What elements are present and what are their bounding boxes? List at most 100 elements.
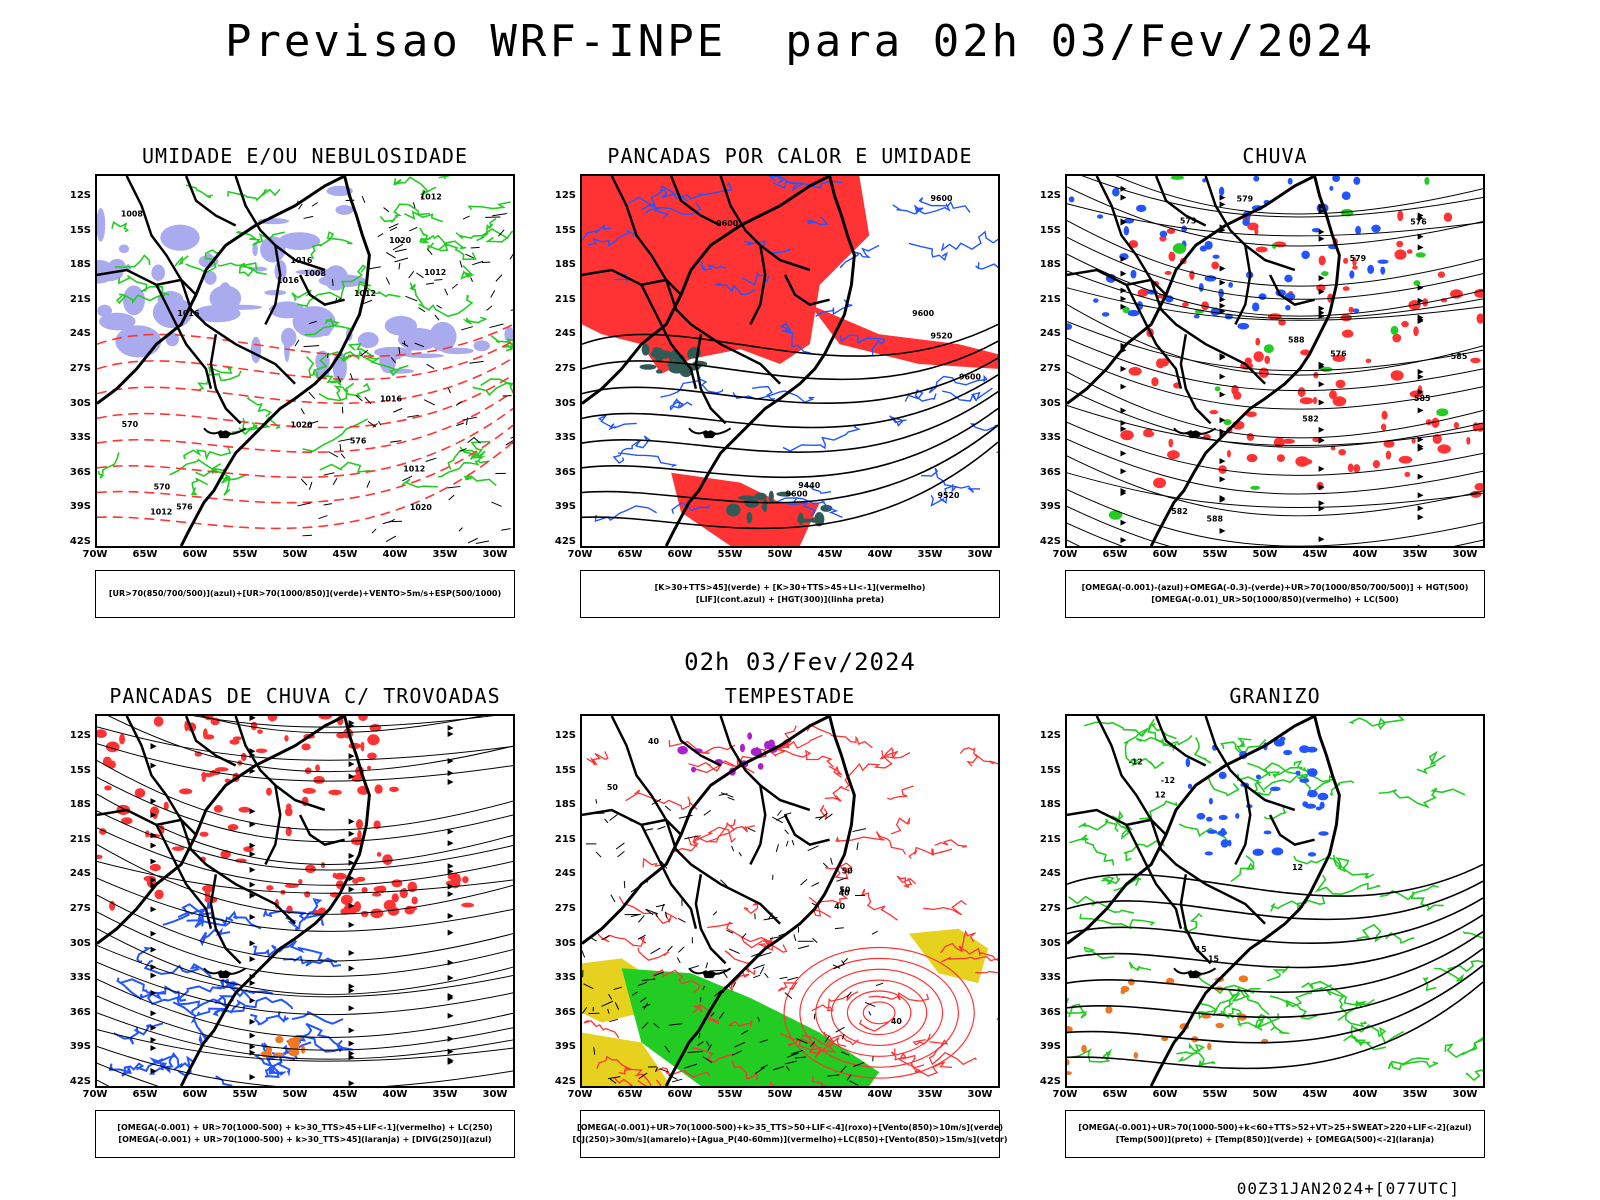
lat-tick-label: 39S [1039, 501, 1061, 513]
lat-tick-label: 42S [69, 1076, 91, 1087]
lat-tick-label: 27S [1039, 363, 1061, 374]
lon-tick-label: 65W [132, 1089, 158, 1100]
contour-label-0: 588 [1207, 515, 1224, 524]
lon-tick-label: 50W [282, 1089, 308, 1100]
lat-tick-label: 30S [1039, 937, 1061, 949]
lat-tick-label: 30S [69, 397, 91, 409]
lon-tick-label: 35W [917, 549, 943, 560]
map-umidade-e-ou-nebulosidade: 1012 1012 1012 1016 1016 1020 1012 1016 1008 1012… [97, 176, 513, 546]
hail-blue-fill [1185, 736, 1329, 857]
lon-tick-label: 35W [917, 1089, 943, 1100]
map-panel-umidade-e-ou-nebulosidade: 1012 1012 1012 1016 1016 1020 1012 1016 1008 1012… [95, 174, 515, 548]
lat-tick-label: 12S [554, 190, 576, 201]
lon-tick-label: 50W [767, 549, 793, 560]
contour-label-9: 1012 [420, 193, 442, 202]
run-stamp: 00Z31JAN2024+[077UTC] [1236, 1179, 1460, 1198]
contour-label-5: 15 [1208, 955, 1219, 964]
lat-tick-label: 36S [1039, 1006, 1061, 1018]
contour-label-4: 40 [839, 888, 851, 897]
rain-blue-fill [1067, 176, 1389, 330]
lon-tick-label: 65W [617, 1089, 643, 1100]
lat-tick-label: 27S [69, 903, 91, 914]
lon-tick-label: 70W [567, 1089, 593, 1100]
lat-tick-label: 33S [1039, 972, 1061, 984]
contour-label-2: 9600 [912, 309, 935, 318]
lon-tick-label: 35W [1402, 1089, 1428, 1100]
lat-tick-label: 42S [1039, 1076, 1061, 1087]
wind-vectors [294, 190, 513, 545]
contour-label-1: 585 [1414, 394, 1431, 403]
lon-tick-label: 60W [667, 1089, 693, 1100]
contour-label-2: 40 [834, 902, 846, 911]
mid-forecast-time: 02h 03/Fev/2024 [684, 648, 916, 676]
contour-label-0: 9600 [931, 194, 954, 203]
panel-title-tempestade: TEMPESTADE [724, 684, 856, 708]
contour-label-1: 50 [839, 885, 851, 894]
contour-label-0: 1012 [403, 464, 425, 473]
contour-label-3: 12 [1292, 863, 1303, 872]
lon-tick-label: 55W [1202, 549, 1228, 560]
lon-tick-label: 30W [967, 549, 993, 560]
lon-tick-label: 55W [717, 549, 743, 560]
main-title: Previsao WRF-INPE para 02h 03/Fev/2024 [224, 16, 1376, 67]
lon-tick-label: 40W [1352, 549, 1378, 560]
lon-tick-label: 55W [1202, 1089, 1228, 1100]
map-panel-granizo: -12 -12 12 12 15 15 [1065, 714, 1485, 1088]
contour-label-8: 579 [1350, 254, 1367, 263]
map-panel-pancadas-por-calor-e-umidade: 9600 9600 9600 9600 9600 9520 9520 9440 [580, 174, 1000, 548]
contour-label-2: 1012 [354, 289, 376, 298]
contour-label-5: 573 [1180, 217, 1197, 226]
lon-tick-label: 70W [1052, 549, 1078, 560]
contour-label-5: 9520 [930, 331, 953, 340]
contour-label-14: 576 [176, 503, 193, 512]
lat-tick-label: 15S [69, 224, 91, 236]
contour-label-2: 12 [1155, 790, 1166, 799]
lat-tick-label: 24S [1039, 328, 1061, 340]
lon-tick-label: 30W [1452, 1089, 1478, 1100]
contour-label-6: 9520 [937, 491, 960, 500]
lon-tick-label: 65W [617, 549, 643, 560]
lon-tick-label: 50W [1252, 1089, 1278, 1100]
lat-tick-label: 42S [554, 1076, 576, 1087]
contour-label-2: 582 [1171, 507, 1188, 516]
panel-title-pancadas-de-chuva-c-trovoadas: PANCADAS DE CHUVA C/ TROVOADAS [109, 684, 501, 708]
lat-tick-label: 39S [554, 501, 576, 513]
map-panel-tempestade: 50 50 40 40 40 50 40 [580, 714, 1000, 1088]
contour-label-3: 9600 [786, 489, 809, 498]
panel-title-granizo: GRANIZO [1229, 684, 1321, 708]
lat-tick-label: 27S [554, 903, 576, 914]
lon-tick-label: 35W [432, 1089, 458, 1100]
map-panel-pancadas-de-chuva-c-trovoadas [95, 714, 515, 1088]
lat-tick-label: 24S [554, 328, 576, 340]
lon-tick-label: 60W [667, 549, 693, 560]
lon-tick-label: 55W [232, 1089, 258, 1100]
legend-line: [K>30+TTS>45](verde) + [K>30+TTS>45+LI<-… [654, 583, 926, 592]
lat-tick-label: 33S [1039, 432, 1061, 444]
lon-tick-label: 40W [867, 549, 893, 560]
contour-label-8: 1008 [304, 269, 327, 278]
lat-tick-label: 21S [1039, 833, 1061, 845]
lat-tick-label: 33S [69, 972, 91, 984]
lc250-streamlines [97, 716, 513, 1086]
legend-line: [OMEGA(-0.001)-(azul)+OMEGA(-0.3)-(verde… [1081, 583, 1469, 592]
lon-tick-label: 65W [1102, 1089, 1128, 1100]
contour-label-6: 1012 [424, 268, 446, 277]
contour-label-0: -12 [1129, 758, 1143, 767]
lat-tick-label: 42S [1039, 536, 1061, 547]
lat-tick-label: 39S [69, 1041, 91, 1053]
lon-tick-label: 70W [82, 549, 108, 560]
lon-tick-label: 35W [1402, 549, 1428, 560]
lon-tick-label: 60W [182, 549, 208, 560]
contour-label-1: 9600 [959, 372, 982, 381]
legend-line: [OMEGA(-0.01)_UR>50(1000/850)(vermelho) … [1151, 595, 1399, 604]
lon-tick-label: 65W [1102, 549, 1128, 560]
humidity-mid-fill [97, 185, 367, 364]
lat-tick-label: 12S [69, 730, 91, 741]
lon-tick-label: 30W [1452, 549, 1478, 560]
legend-line: [CJ(250)>30m/s](amarelo)+[Agua_P(40-60mm… [572, 1135, 1008, 1144]
contour-label-4: 9600 [716, 219, 739, 228]
lat-tick-label: 36S [554, 1006, 576, 1018]
humidity-mid-fill-east [312, 315, 513, 383]
contour-label-12: 1016 [380, 394, 403, 403]
